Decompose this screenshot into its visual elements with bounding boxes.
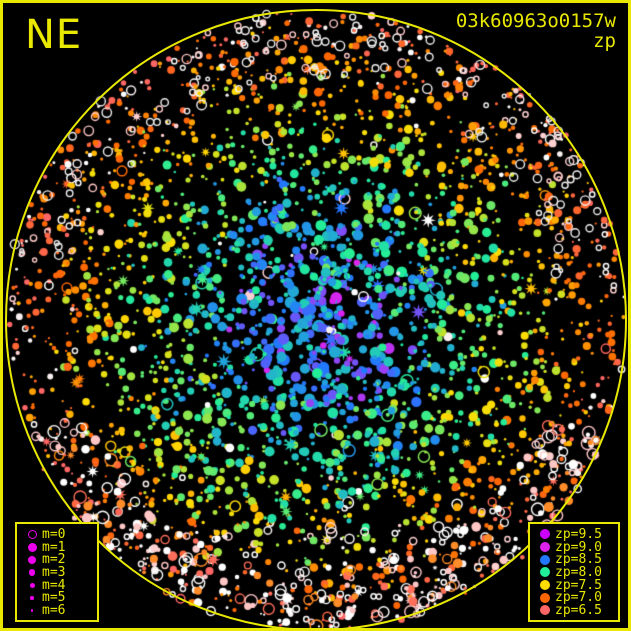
magnitude-swatch-cell	[22, 555, 42, 564]
zeropoint-legend-label: zp=6.5	[555, 602, 602, 618]
zeropoint-swatch-cell	[535, 605, 555, 616]
magnitude-legend-label: m=0	[42, 526, 66, 542]
magnitude-swatch-cell	[22, 542, 42, 552]
filled-circle-icon	[30, 609, 34, 612]
magnitude-swatch-cell	[22, 569, 42, 576]
magnitude-legend-label: m=4	[42, 577, 66, 593]
zeropoint-swatch-cell	[535, 529, 555, 540]
zeropoint-swatch-cell	[535, 592, 555, 603]
magnitude-legend-label: m=3	[42, 564, 66, 580]
zeropoint-legend-label: zp=7.5	[555, 577, 602, 593]
color-swatch-icon	[540, 592, 550, 603]
magnitude-legend-row: m=4	[22, 579, 92, 592]
magnitude-legend: m=0 m=1 m=2 m=3 m=4 m=5 m=6	[15, 522, 99, 622]
filled-circle-icon	[28, 569, 36, 576]
magnitude-legend-row: m=1	[22, 541, 92, 554]
zeropoint-legend-row: zp=6.5	[535, 604, 613, 617]
color-swatch-icon	[540, 567, 550, 578]
filled-circle-icon	[30, 596, 34, 600]
magnitude-legend-label: m=2	[42, 552, 66, 568]
magnitude-legend-row: m=3	[22, 566, 92, 579]
filled-circle-icon	[27, 542, 37, 552]
zeropoint-legend-row: zp=9.5	[535, 528, 613, 541]
magnitude-swatch-cell	[22, 529, 42, 539]
open-circle-icon	[27, 529, 37, 539]
frame-id-label: 03k60963o0157w	[455, 10, 616, 32]
zeropoint-legend-label: zp=8.0	[555, 564, 602, 580]
color-swatch-icon	[540, 605, 550, 616]
filled-circle-icon	[29, 582, 35, 588]
color-swatch-icon	[540, 529, 550, 540]
zeropoint-legend-row: zp=7.0	[535, 591, 613, 604]
zeropoint-legend-label: zp=8.5	[555, 552, 602, 568]
zeropoint-swatch-cell	[535, 542, 555, 553]
zeropoint-legend-row: zp=8.0	[535, 566, 613, 579]
zeropoint-legend-row: zp=8.5	[535, 553, 613, 566]
magnitude-swatch-cell	[22, 609, 42, 612]
zeropoint-legend-label: zp=9.5	[555, 526, 602, 542]
quantity-label: zp	[593, 30, 616, 52]
zeropoint-legend-label: zp=9.0	[555, 539, 602, 555]
direction-label: NE	[25, 12, 83, 58]
magnitude-swatch-cell	[22, 582, 42, 588]
filled-circle-icon	[28, 555, 36, 564]
zeropoint-legend-row: zp=7.5	[535, 579, 613, 592]
zeropoint-legend-label: zp=7.0	[555, 590, 602, 606]
zeropoint-swatch-cell	[535, 554, 555, 565]
zeropoint-swatch-cell	[535, 567, 555, 578]
color-swatch-icon	[540, 554, 550, 565]
magnitude-legend-label: m=6	[42, 602, 66, 618]
magnitude-legend-label: m=1	[42, 539, 66, 555]
zeropoint-legend: zp=9.5 zp=9.0 zp=8.5 zp=8.0 zp=7.5 zp=7.0 zp=6…	[528, 522, 620, 622]
zeropoint-swatch-cell	[535, 580, 555, 591]
magnitude-legend-row: m=0	[22, 528, 92, 541]
magnitude-swatch-cell	[22, 596, 42, 600]
zeropoint-legend-row: zp=9.0	[535, 541, 613, 554]
color-swatch-icon	[540, 580, 550, 591]
magnitude-legend-row: m=2	[22, 553, 92, 566]
star-field-scatter	[3, 3, 628, 628]
magnitude-legend-label: m=5	[42, 590, 66, 606]
magnitude-legend-row: m=6	[22, 604, 92, 617]
magnitude-legend-row: m=5	[22, 591, 92, 604]
color-swatch-icon	[540, 542, 550, 553]
header-block: 03k60963o0157w zp	[456, 11, 616, 51]
